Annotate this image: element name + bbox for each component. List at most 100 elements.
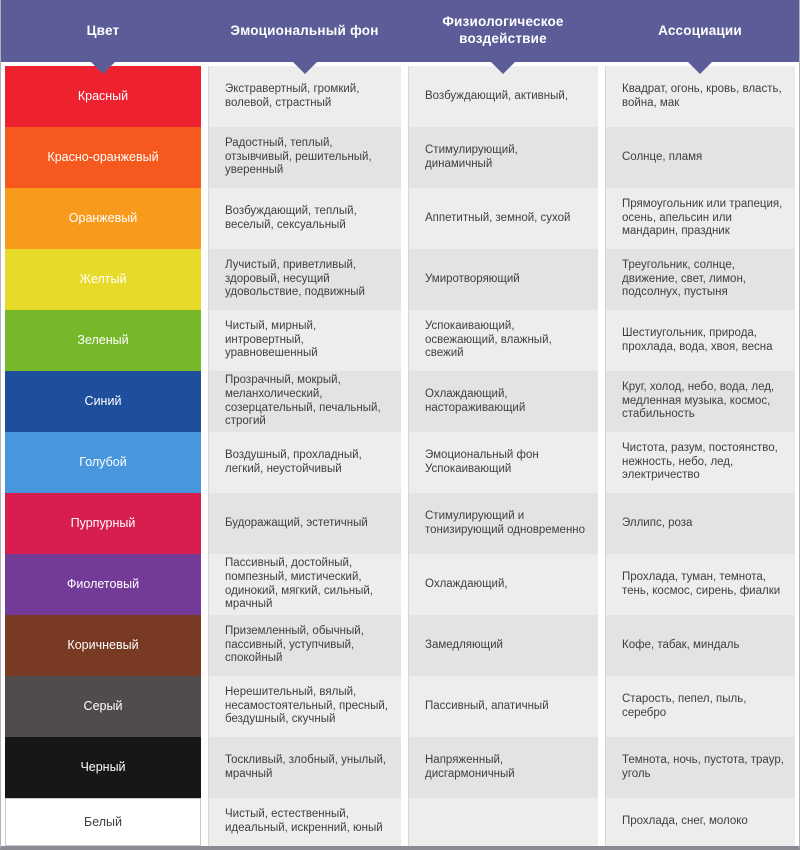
physiological-cell-text: Эмоциональный фон Успокаивающий xyxy=(425,448,539,475)
physiological-cell-text: Умиротворяющий xyxy=(425,272,520,285)
table-row: Черный Тоскливый, злобный, унылый, мрачны… xyxy=(1,737,799,798)
associations-cell: Темнота, ночь, пустота, траур, уголь xyxy=(605,737,795,798)
physiological-cell-text: Стимулирующий, динамичный xyxy=(425,143,518,170)
color-name-label: Коричневый xyxy=(67,638,139,653)
color-name-label: Оранжевый xyxy=(68,211,138,226)
physiological-cell-text: Пассивный, апатичный xyxy=(425,699,549,712)
color-swatch: Коричневый xyxy=(5,615,201,676)
associations-cell-text: Солнце, пламя xyxy=(622,150,703,163)
table-row: Зеленый Чистый, мирный, интровертный, ура… xyxy=(1,310,799,371)
chevron-down-icon xyxy=(687,61,713,74)
emotional-cell: Нерешительный, вялый, несамостоятельный,… xyxy=(208,676,401,737)
associations-cell-text: Треугольник, солнце, движение, свет, лим… xyxy=(622,258,747,299)
associations-cell: Старость, пепел, пыль, серебро xyxy=(605,676,795,737)
chevron-down-icon xyxy=(490,61,516,74)
chevron-down-icon xyxy=(291,61,318,74)
physiological-cell-text: Аппетитный, земной, сухой xyxy=(425,211,571,224)
emotional-cell-text: Экстравертный, громкий, волевой, страстн… xyxy=(225,82,360,109)
color-name-label: Красный xyxy=(77,89,129,104)
table-row: Синий Прозрачный, мокрый, меланхолический… xyxy=(1,371,799,433)
emotional-cell: Приземленный, обычный, пассивный, уступч… xyxy=(208,615,401,676)
header-label: Эмоциональный фон xyxy=(230,22,379,38)
color-name-label: Голубой xyxy=(79,455,127,470)
associations-cell: Кофе, табак, миндаль xyxy=(605,615,795,676)
color-swatch: Черный xyxy=(5,737,201,798)
physiological-cell-text: Охлаждающий, настораживающий xyxy=(425,387,526,414)
table-row: Серый Нерешительный, вялый, несамостоятел… xyxy=(1,676,799,737)
emotional-cell-text: Прозрачный, мокрый, меланхолический, соз… xyxy=(225,374,381,428)
physiological-cell: Стимулирующий и тонизирующий одновременн… xyxy=(408,493,598,554)
physiological-cell: Охлаждающий, настораживающий xyxy=(408,371,598,433)
color-swatch: Серый xyxy=(5,676,201,737)
physiological-cell-text: Охлаждающий, xyxy=(425,577,508,590)
associations-cell-text: Кофе, табак, миндаль xyxy=(622,638,740,651)
associations-cell-text: Квадрат, огонь, кровь, власть, война, ма… xyxy=(622,82,782,109)
physiological-cell: Пассивный, апатичный xyxy=(408,676,598,737)
physiological-cell-text: Возбуждающий, активный, xyxy=(425,89,569,102)
color-swatch: Оранжевый xyxy=(5,188,201,249)
physiological-cell: Успокаивающий, освежающий, влажный, свеж… xyxy=(408,310,598,371)
color-name-label: Черный xyxy=(80,760,126,775)
color-name-label: Серый xyxy=(83,699,123,714)
physiological-cell-text: Напряженный, дисгармоничный xyxy=(425,753,515,780)
associations-cell-text: Прохлада, снег, молоко xyxy=(622,815,748,828)
color-name-label: Зеленый xyxy=(77,333,129,348)
color-name-label: Белый xyxy=(83,814,122,829)
emotional-cell-text: Возбуждающий, теплый, веселый, сексуальн… xyxy=(225,204,357,231)
color-name-label: Фиолетовый xyxy=(66,577,140,592)
header-label: Ассоциации xyxy=(658,22,742,38)
table-row: Голубой Воздушный, прохладный, легкий, не… xyxy=(1,432,799,493)
emotional-cell: Возбуждающий, теплый, веселый, сексуальн… xyxy=(208,188,401,249)
emotional-cell: Прозрачный, мокрый, меланхолический, соз… xyxy=(208,371,401,433)
physiological-cell-text: Успокаивающий, освежающий, влажный, свеж… xyxy=(425,319,552,360)
table-row: Оранжевый Возбуждающий, теплый, веселый, … xyxy=(1,188,799,249)
emotional-cell: Будоражащий, эстетичный xyxy=(208,493,401,554)
header-column-emotional: Эмоциональный фон xyxy=(208,0,401,74)
physiological-cell: Напряженный, дисгармоничный xyxy=(408,737,598,798)
emotional-cell-text: Чистый, мирный, интровертный, уравновеше… xyxy=(225,319,318,360)
table-row: Красный Экстравертный, громкий, волевой, … xyxy=(1,66,799,127)
header-label: Физиологическое воздействие xyxy=(442,14,564,46)
associations-cell: Шестиугольник, природа, прохлада, вода, … xyxy=(605,310,795,371)
header-column-color: Цвет xyxy=(5,0,201,74)
color-swatch: Синий xyxy=(5,371,201,433)
header-column-physiological: Физиологическое воздействие xyxy=(408,0,598,74)
emotional-cell-text: Воздушный, прохладный, легкий, неустойчи… xyxy=(225,448,362,475)
physiological-cell: Эмоциональный фон Успокаивающий xyxy=(408,432,598,493)
emotional-cell: Воздушный, прохладный, легкий, неустойчи… xyxy=(208,432,401,493)
emotional-cell-text: Лучистый, приветливый, здоровый, несущий… xyxy=(225,258,365,299)
emotional-cell: Лучистый, приветливый, здоровый, несущий… xyxy=(208,249,401,310)
color-name-label: Синий xyxy=(84,394,122,409)
associations-cell: Эллипс, роза xyxy=(605,493,795,554)
color-name-label: Пурпурный xyxy=(70,516,136,531)
chevron-down-icon xyxy=(90,61,116,74)
physiological-cell: Замедляющий xyxy=(408,615,598,676)
associations-cell: Треугольник, солнце, движение, свет, лим… xyxy=(605,249,795,310)
associations-cell-text: Старость, пепел, пыль, серебро xyxy=(622,692,747,719)
associations-cell-text: Шестиугольник, природа, прохлада, вода, … xyxy=(622,326,773,353)
associations-cell: Прохлада, туман, темнота, тень, космос, … xyxy=(605,554,795,616)
color-swatch: Пурпурный xyxy=(5,493,201,554)
color-swatch: Голубой xyxy=(5,432,201,493)
physiological-cell: Стимулирующий, динамичный xyxy=(408,127,598,188)
table-row: Желтый Лучистый, приветливый, здоровый, н… xyxy=(1,249,799,310)
emotional-cell-text: Будоражащий, эстетичный xyxy=(225,516,368,529)
physiological-cell-text: Замедляющий xyxy=(425,638,503,651)
table-row: Красно-оранжевый Радостный, теплый, отзыв… xyxy=(1,127,799,188)
emotional-cell: Чистый, естественный, идеальный, искренн… xyxy=(208,798,401,846)
associations-cell-text: Эллипс, роза xyxy=(622,516,693,529)
associations-cell: Прохлада, снег, молоко xyxy=(605,798,795,846)
associations-cell-text: Круг, холод, небо, вода, лед, медленная … xyxy=(622,380,775,421)
emotional-cell: Экстравертный, громкий, волевой, страстн… xyxy=(208,66,401,127)
physiological-cell: Охлаждающий, xyxy=(408,554,598,616)
table-row: Белый Чистый, естественный, идеальный, ис… xyxy=(1,798,799,846)
emotional-cell-text: Радостный, теплый, отзывчивый, решительн… xyxy=(225,136,372,177)
physiological-cell: Умиротворяющий xyxy=(408,249,598,310)
color-swatch: Зеленый xyxy=(5,310,201,371)
color-swatch: Красный xyxy=(5,66,201,127)
associations-cell: Солнце, пламя xyxy=(605,127,795,188)
associations-cell: Чистота, разум, постоянство, нежность, н… xyxy=(605,432,795,493)
emotional-cell-text: Тоскливый, злобный, унылый, мрачный xyxy=(225,753,387,780)
color-swatch: Фиолетовый xyxy=(5,554,201,616)
emotional-cell: Тоскливый, злобный, унылый, мрачный xyxy=(208,737,401,798)
